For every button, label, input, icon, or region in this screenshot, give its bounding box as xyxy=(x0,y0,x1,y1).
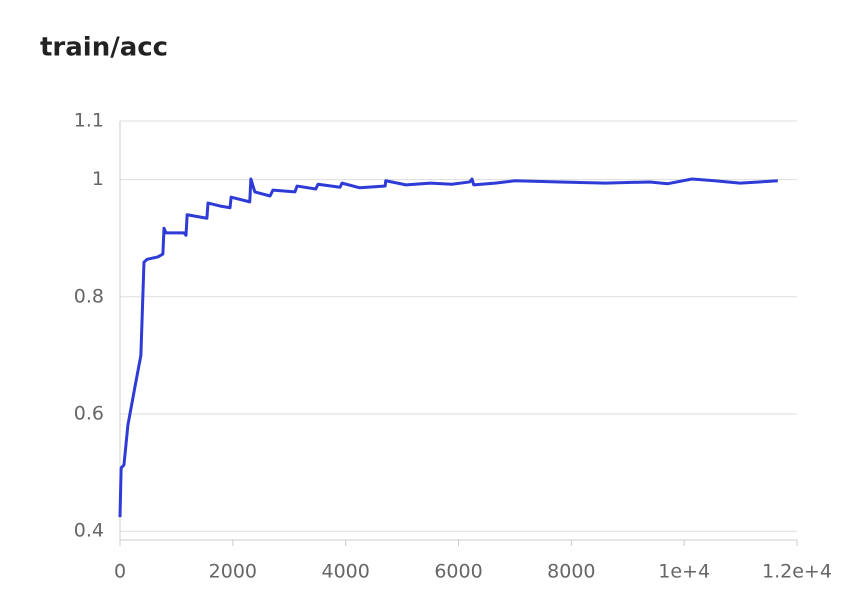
x-tick-label: 0 xyxy=(114,561,126,583)
y-tick-label: 0.8 xyxy=(74,285,104,307)
line xyxy=(118,177,778,518)
x-tick-label: 4000 xyxy=(321,561,369,583)
chart-title: train/acc xyxy=(40,33,168,63)
x-tick-label: 6000 xyxy=(434,561,482,583)
y-tick-label: 1.1 xyxy=(74,110,104,132)
y-tick-label: 0.6 xyxy=(74,403,104,425)
y-tick-label: 1 xyxy=(92,168,104,190)
y-tick-label: 0.4 xyxy=(74,520,104,542)
x-tick-label: 8000 xyxy=(547,561,595,583)
x-tick-label: 2000 xyxy=(209,561,257,583)
x-tick-label: 1.2e+4 xyxy=(762,561,832,583)
x-tick-label: 1e+4 xyxy=(658,561,710,583)
